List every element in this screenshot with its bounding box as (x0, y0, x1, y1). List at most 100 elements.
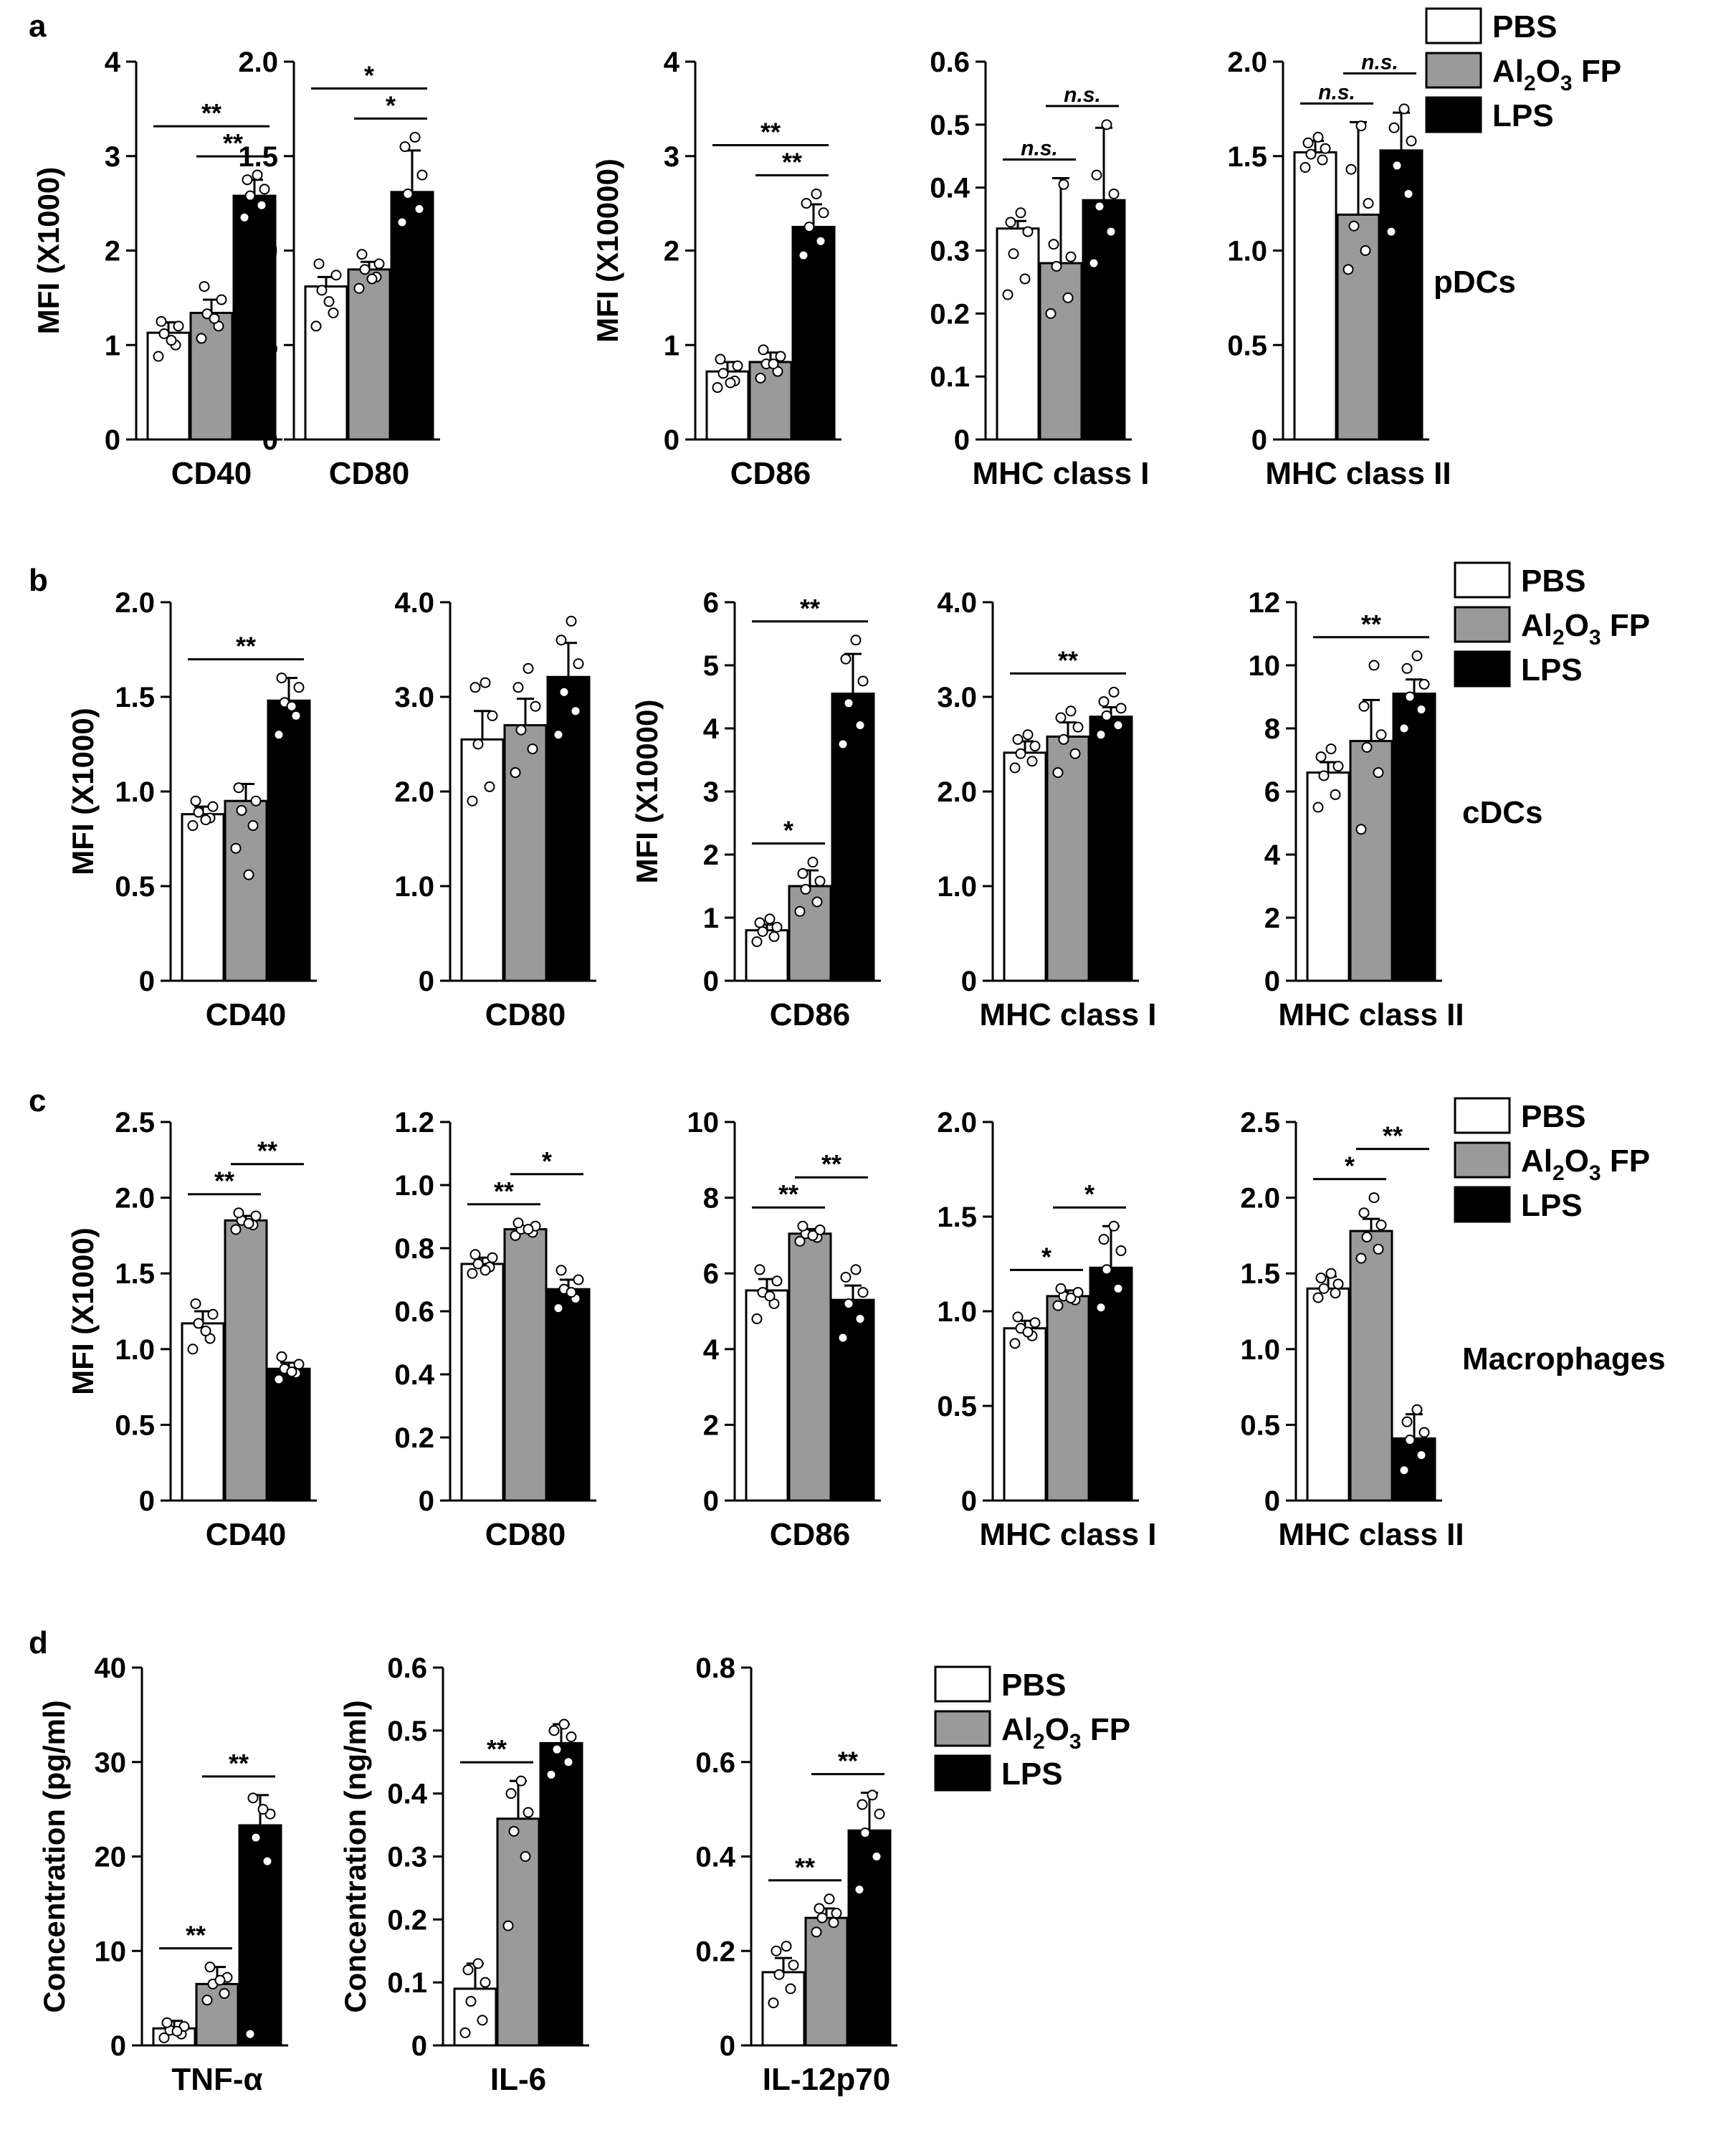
data-point (1361, 741, 1373, 753)
bar-pbs (1003, 1327, 1047, 1502)
data-point (1108, 188, 1120, 199)
legend-label-0: PBS (1521, 1099, 1585, 1134)
bar-pbs (1306, 771, 1350, 982)
sig-label: * (1041, 1242, 1051, 1271)
data-point (190, 1298, 201, 1309)
bar-al2o3-fp (1349, 1230, 1393, 1502)
data-point (1325, 743, 1337, 755)
data-point (1015, 748, 1026, 759)
data-point (484, 781, 495, 792)
legend-label-part: FP (1573, 54, 1621, 89)
y-label: Concentration (pg/ml) (37, 1700, 71, 2012)
data-point (353, 282, 365, 294)
data-point (233, 782, 244, 794)
legend-label-1: Al2O3 FP (1521, 1144, 1650, 1185)
y-label: Concentration (ng/ml) (338, 1700, 372, 2012)
legend-label-0: PBS (1001, 1668, 1066, 1703)
y-tick-label: 0.5 (115, 871, 155, 903)
data-point (751, 936, 763, 947)
data-point (1317, 154, 1328, 166)
chart-d-il-6: 0 0.1 0.2 0.3 0.4 0.5 0.6 ** IL-6 Concentration (… (338, 1653, 589, 2097)
y-tick-label: 10 (687, 1107, 720, 1138)
data-point (1045, 308, 1057, 319)
y-tick-label: 8 (703, 1183, 719, 1214)
bar-pbs (181, 1322, 225, 1502)
sig-label: n.s. (1064, 83, 1101, 107)
data-point (828, 1917, 839, 1929)
x-label: MHC class I (980, 1517, 1157, 1552)
data-point (1312, 1292, 1324, 1303)
bar-lps (267, 699, 311, 982)
data-point (1105, 226, 1117, 237)
y-tick-label: 0.5 (937, 1391, 977, 1422)
legend-label-1: Al2O3 FP (1492, 54, 1621, 95)
y-tick-label: 20 (95, 1842, 127, 1873)
bar-al2o3-fp (503, 724, 548, 982)
chart-b-cd40: 0 0.5 1.0 1.5 2.0 ** CD40 MFI (X1000) (66, 587, 317, 1032)
bar-pbs (745, 929, 789, 982)
data-point (243, 869, 254, 880)
data-point (1012, 733, 1024, 745)
data-point (854, 720, 866, 731)
data-point (843, 1298, 854, 1309)
data-point (1055, 712, 1067, 723)
data-point (771, 1275, 783, 1287)
data-point (158, 328, 170, 339)
data-point (465, 1996, 477, 2007)
data-point (725, 377, 736, 389)
y-tick-label: 4 (703, 713, 720, 745)
data-point (1022, 729, 1034, 741)
data-point (259, 184, 270, 195)
y-tick-label: 0 (954, 424, 970, 456)
data-point (751, 1313, 763, 1325)
data-point (508, 1825, 520, 1837)
y-tick-label: 0 (419, 1485, 434, 1517)
y-tick-label: 3 (105, 141, 120, 173)
bar-pbs (146, 331, 191, 441)
y-tick-label: 1.0 (394, 871, 434, 903)
bar-lps (1392, 693, 1436, 982)
data-point (1058, 179, 1069, 190)
data-point (850, 1264, 862, 1275)
sig-label: ** (1361, 609, 1381, 639)
y-tick-label: 12 (1249, 587, 1281, 619)
data-point (788, 1959, 799, 1971)
data-point (161, 2017, 173, 2028)
data-point (242, 174, 253, 186)
y-tick-label: 0.8 (695, 1653, 735, 1684)
data-point (871, 1851, 882, 1862)
bar-al2o3-fp (1046, 735, 1090, 982)
data-point (824, 1893, 835, 1905)
data-point (1029, 1317, 1041, 1328)
data-point (800, 883, 811, 895)
data-point (1355, 120, 1367, 132)
chart-c-cd86: 0 2 4 6 8 10 ** ** CD86 (687, 1107, 881, 1552)
data-point (1305, 148, 1317, 160)
legend-label-part: O (1045, 1712, 1069, 1747)
data-point (233, 1207, 244, 1219)
data-point (558, 1718, 570, 1730)
y-tick-label: 2 (664, 236, 679, 267)
y-tick-label: 0.4 (695, 1842, 735, 1873)
data-point (250, 795, 262, 807)
y-tick-label: 3.0 (937, 682, 977, 713)
y-tick-label: 3 (664, 141, 679, 173)
data-point (555, 1265, 567, 1276)
data-point (515, 724, 527, 736)
panel-letter-d: d (29, 1625, 48, 1660)
data-point (1416, 1450, 1427, 1461)
y-tick-label: 1.0 (115, 1334, 155, 1366)
data-point (480, 1265, 491, 1276)
legend-label-part: 2 (1553, 1161, 1565, 1185)
data-point (1358, 700, 1370, 712)
chart-d-il-12p70: 0 0.2 0.4 0.6 0.8 ** ** IL-12p70 (695, 1653, 897, 2097)
y-tick-label: 1.5 (115, 682, 155, 713)
data-point (1112, 720, 1124, 731)
data-point (1411, 650, 1423, 662)
bar-al2o3-fp (748, 361, 793, 441)
data-point (811, 1926, 822, 1938)
data-point (1398, 1465, 1410, 1476)
y-tick-label: 0 (703, 1485, 719, 1517)
sig-label: ** (1058, 645, 1078, 675)
